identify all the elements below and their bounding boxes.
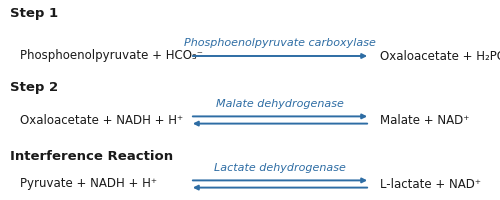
- Text: Step 2: Step 2: [10, 81, 58, 94]
- Text: Phosphoenolpyruvate + HCO₃⁻: Phosphoenolpyruvate + HCO₃⁻: [20, 49, 203, 62]
- Text: Step 1: Step 1: [10, 7, 58, 21]
- Text: Phosphoenolpyruvate carboxylase: Phosphoenolpyruvate carboxylase: [184, 38, 376, 48]
- Text: Oxaloacetate + NADH + H⁺: Oxaloacetate + NADH + H⁺: [20, 114, 183, 127]
- Text: Interference Reaction: Interference Reaction: [10, 150, 173, 162]
- Text: Pyruvate + NADH + H⁺: Pyruvate + NADH + H⁺: [20, 178, 157, 190]
- Text: Malate dehydrogenase: Malate dehydrogenase: [216, 99, 344, 109]
- Text: Lactate dehydrogenase: Lactate dehydrogenase: [214, 163, 346, 173]
- Text: Oxaloacetate + H₂PO₄⁻: Oxaloacetate + H₂PO₄⁻: [380, 49, 500, 62]
- Text: L-lactate + NAD⁺: L-lactate + NAD⁺: [380, 178, 481, 190]
- Text: Malate + NAD⁺: Malate + NAD⁺: [380, 114, 470, 127]
